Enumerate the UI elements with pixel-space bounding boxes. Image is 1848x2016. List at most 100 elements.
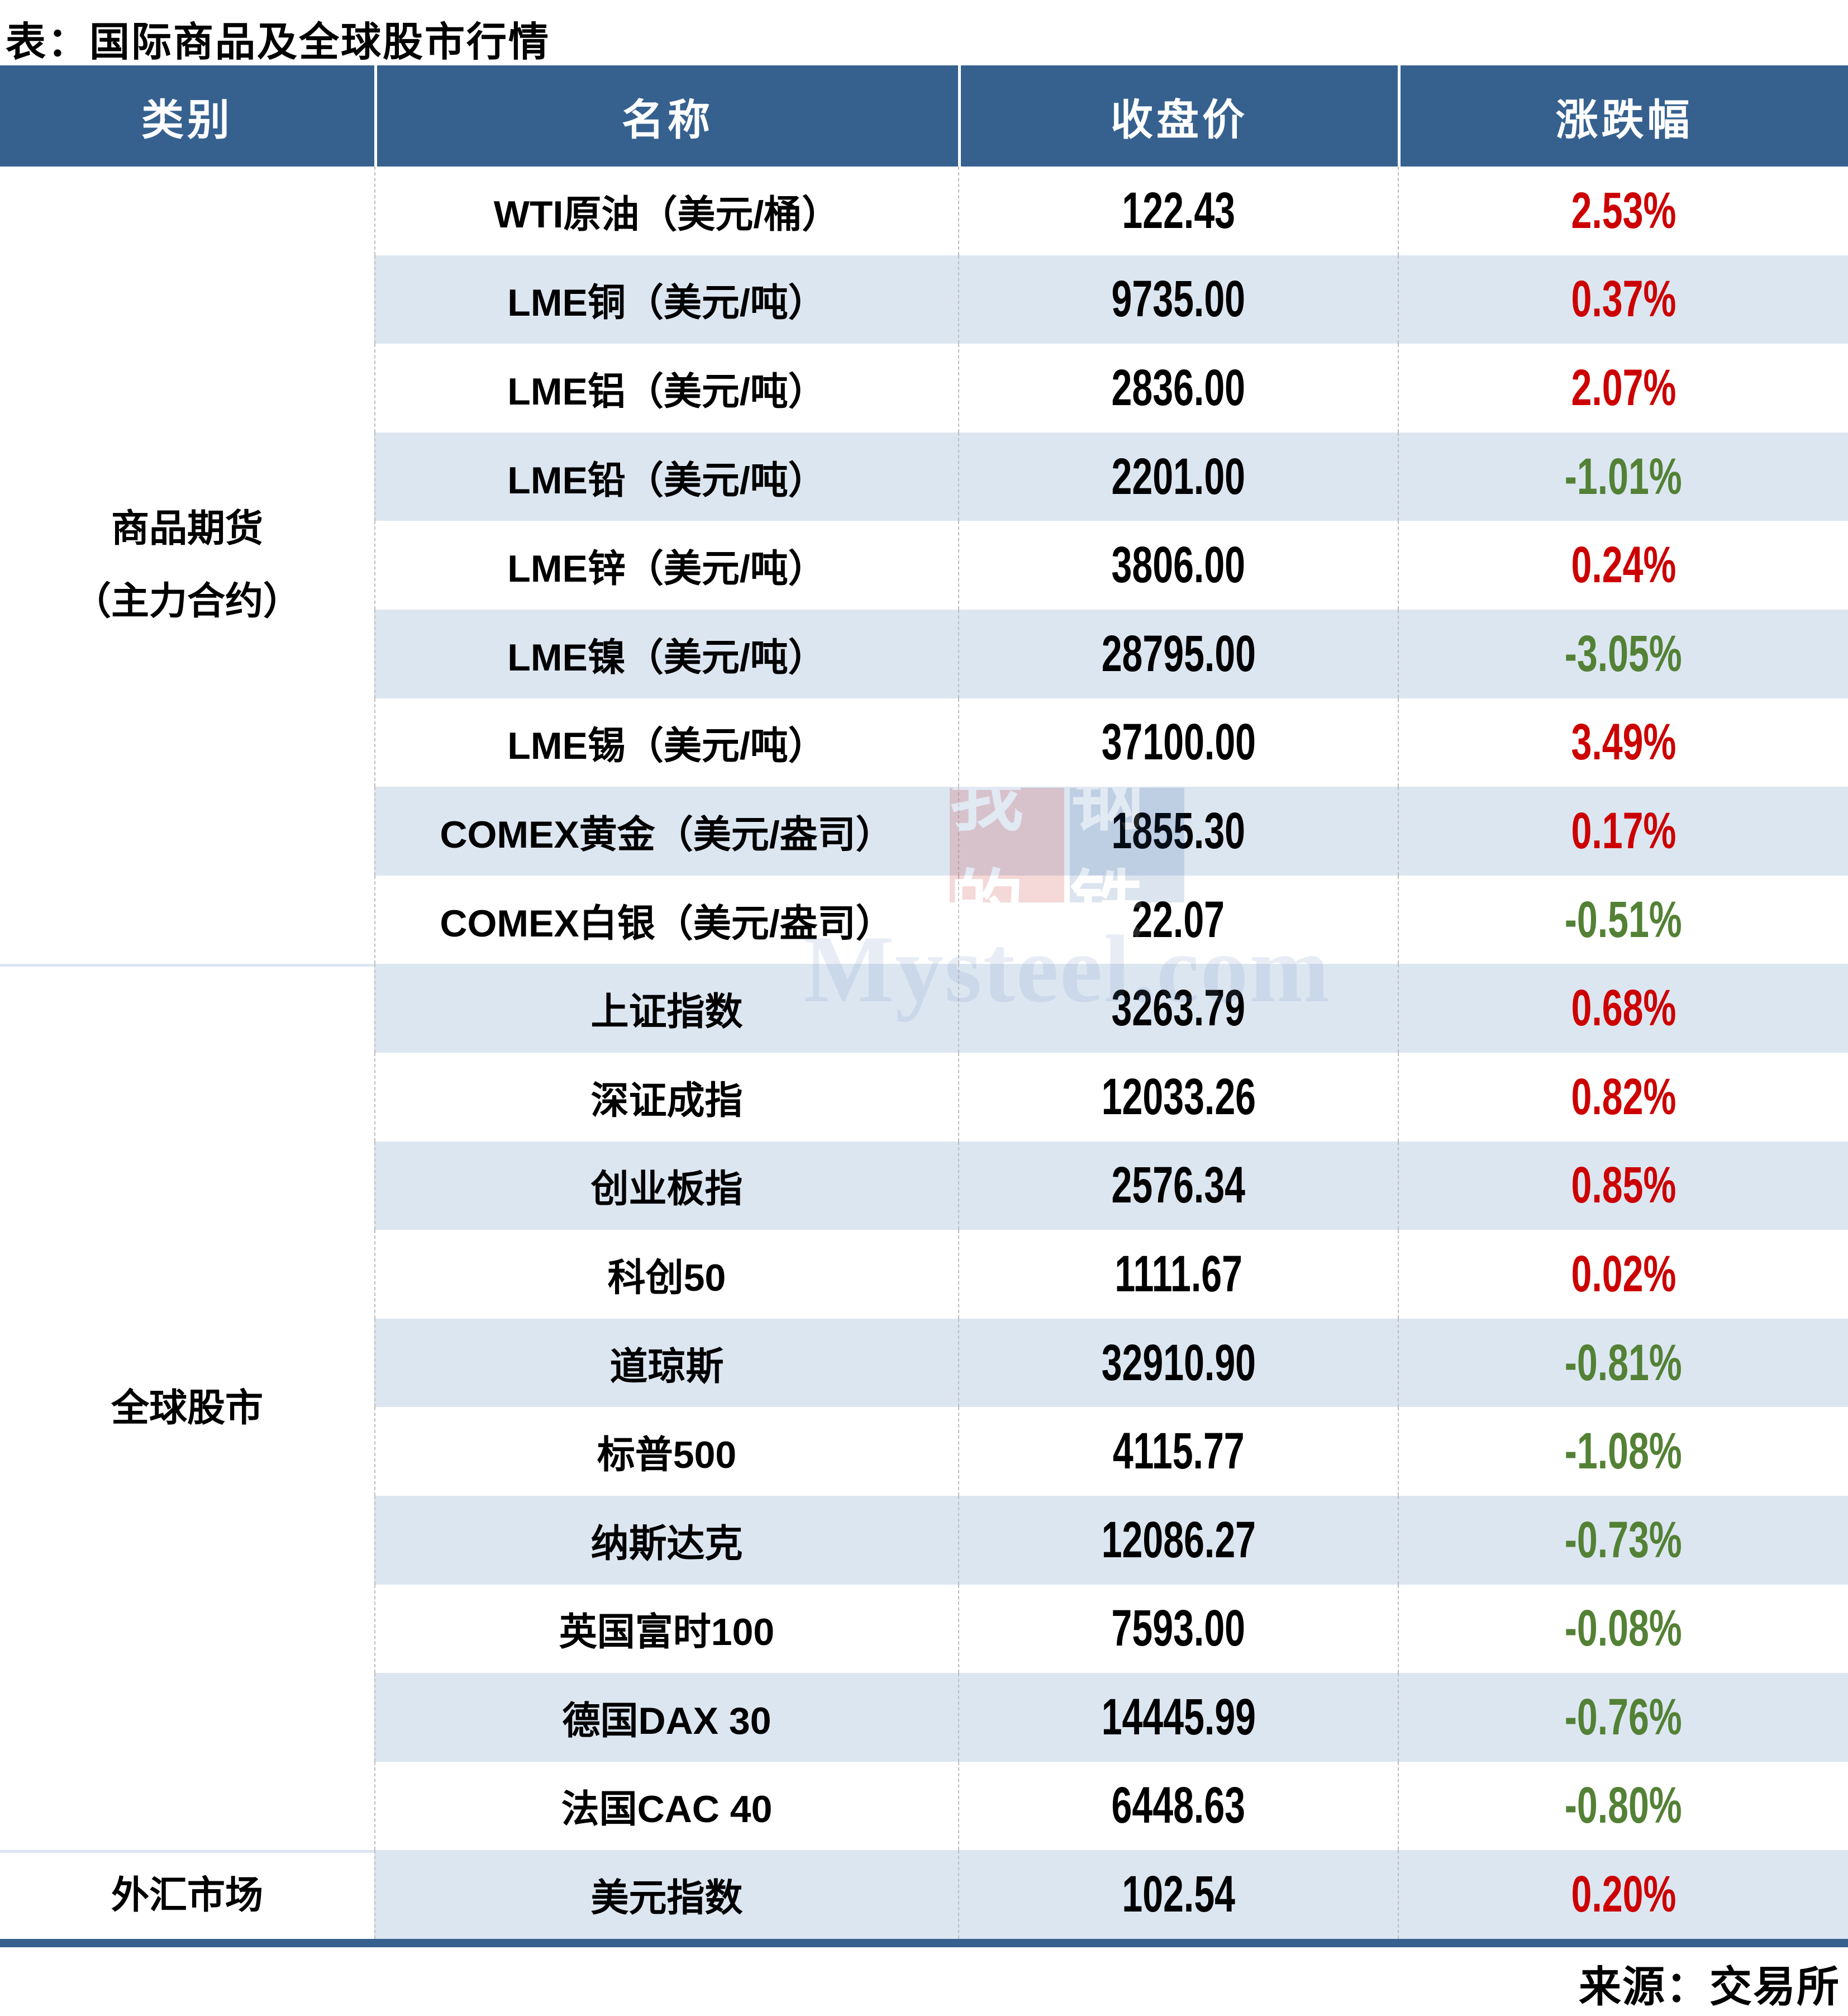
- row-name-text: LME铅（美元/吨）: [507, 459, 826, 502]
- row-close-text: 28795.00: [1101, 625, 1256, 682]
- row-close-text: 7593.00: [1111, 1600, 1246, 1657]
- row-name: 标普500: [374, 1407, 958, 1496]
- row-change-text: 2.53%: [1571, 182, 1676, 239]
- row-close-text: 37100.00: [1101, 714, 1256, 771]
- row-name: LME锡（美元/吨）: [374, 698, 958, 787]
- row-close-text: 14445.99: [1101, 1688, 1256, 1746]
- row-name: COMEX白银（美元/盎司）: [374, 875, 958, 964]
- row-close-text: 12033.26: [1101, 1068, 1256, 1125]
- header-cell-change: 涨跌幅: [1398, 65, 1848, 167]
- row-close: 3806.00: [958, 521, 1398, 610]
- row-change-text: -0.73%: [1565, 1511, 1682, 1568]
- row-change: 0.20%: [1398, 1850, 1848, 1939]
- row-name-text: 道琼斯: [609, 1345, 724, 1388]
- row-close-text: 6448.63: [1111, 1777, 1246, 1834]
- row-name: LME铝（美元/吨）: [374, 344, 958, 432]
- row-name-text: 法国CAC 40: [561, 1788, 773, 1831]
- category-cell-fx-market: 外汇市场: [0, 1850, 374, 1939]
- row-close-text: 32910.90: [1101, 1334, 1256, 1391]
- row-change-text: -0.51%: [1565, 891, 1682, 948]
- row-name: 英国富时100: [374, 1584, 958, 1673]
- category-cell-commodity-futures: 商品期货 （主力合约）: [0, 167, 374, 964]
- row-close-text: 2201.00: [1111, 448, 1246, 505]
- row-close-text: 12086.27: [1101, 1511, 1256, 1568]
- category-line: 全球股市: [111, 1387, 263, 1430]
- row-change-text: 3.49%: [1571, 714, 1676, 771]
- row-name: WTI原油（美元/桶）: [374, 167, 958, 255]
- bottom-divider-bar: [0, 1939, 1848, 1947]
- row-close: 2576.34: [958, 1141, 1398, 1230]
- row-name-text: WTI原油（美元/桶）: [493, 193, 840, 236]
- row-close: 1855.30: [958, 787, 1398, 876]
- row-name: LME铅（美元/吨）: [374, 432, 958, 521]
- row-change-text: 0.68%: [1571, 980, 1676, 1037]
- row-change-text: -1.08%: [1565, 1423, 1682, 1480]
- row-name: LME镍（美元/吨）: [374, 609, 958, 698]
- row-change: 0.24%: [1398, 521, 1848, 610]
- row-name-text: 创业板指: [590, 1168, 743, 1211]
- row-close-text: 1855.30: [1111, 802, 1246, 859]
- row-close: 9735.00: [958, 255, 1398, 344]
- row-name-text: 标普500: [597, 1434, 737, 1477]
- row-close-text: 3263.79: [1111, 980, 1246, 1037]
- row-change-text: 0.20%: [1571, 1866, 1676, 1923]
- row-change: -0.81%: [1398, 1318, 1848, 1408]
- row-change-text: -0.80%: [1565, 1777, 1682, 1834]
- row-change: -0.73%: [1398, 1495, 1848, 1585]
- source-label: 来源：交易所: [1579, 1963, 1840, 2011]
- row-change: 2.53%: [1398, 167, 1848, 255]
- row-close: 2201.00: [958, 432, 1398, 521]
- row-change-text: 2.07%: [1571, 359, 1676, 416]
- row-close: 37100.00: [958, 698, 1398, 787]
- row-name-text: 美元指数: [590, 1877, 743, 1920]
- row-name-text: 德国DAX 30: [562, 1699, 771, 1742]
- row-close: 2836.00: [958, 344, 1398, 432]
- row-change-text: -0.08%: [1565, 1600, 1682, 1657]
- row-name-text: 英国富时100: [559, 1611, 775, 1654]
- row-name-text: LME铝（美元/吨）: [507, 370, 826, 413]
- row-name: COMEX黄金（美元/盎司）: [374, 787, 958, 876]
- row-change-text: -3.05%: [1565, 625, 1682, 682]
- row-change-text: 0.02%: [1571, 1245, 1676, 1302]
- row-close: 1111.67: [958, 1230, 1398, 1319]
- row-close-text: 4115.77: [1112, 1423, 1245, 1480]
- row-name-text: 上证指数: [590, 991, 743, 1034]
- row-name-text: 纳斯达克: [590, 1522, 743, 1565]
- header-cell-name: 名称: [374, 65, 958, 167]
- row-change: 0.17%: [1398, 787, 1848, 876]
- row-close: 22.07: [958, 875, 1398, 964]
- row-close-text: 3806.00: [1111, 536, 1246, 594]
- row-close: 12033.26: [958, 1052, 1398, 1142]
- row-change: 3.49%: [1398, 698, 1848, 787]
- row-change: 0.82%: [1398, 1052, 1848, 1142]
- header-cell-close: 收盘价: [958, 65, 1398, 167]
- row-name-text: COMEX黄金（美元/盎司）: [440, 813, 894, 856]
- row-name: 深证成指: [374, 1052, 958, 1142]
- row-close-text: 1111.67: [1114, 1245, 1242, 1302]
- row-close: 12086.27: [958, 1495, 1398, 1585]
- category-line: 外汇市场: [111, 1874, 263, 1917]
- row-name: 德国DAX 30: [374, 1673, 958, 1762]
- row-name: 道琼斯: [374, 1318, 958, 1408]
- row-change-text: -1.01%: [1565, 448, 1682, 505]
- row-name-text: 科创50: [607, 1256, 726, 1299]
- category-line: 商品期货: [111, 507, 263, 550]
- row-change: 0.02%: [1398, 1230, 1848, 1319]
- row-change-text: 0.37%: [1571, 270, 1676, 328]
- row-change-text: -0.81%: [1565, 1334, 1682, 1391]
- row-close: 102.54: [958, 1850, 1398, 1939]
- row-change: -0.80%: [1398, 1761, 1848, 1851]
- row-close: 32910.90: [958, 1318, 1398, 1408]
- row-change: -1.01%: [1398, 432, 1848, 521]
- row-close: 7593.00: [958, 1584, 1398, 1673]
- row-change: -0.08%: [1398, 1584, 1848, 1673]
- row-change-text: 0.82%: [1571, 1068, 1676, 1125]
- row-close-text: 9735.00: [1111, 270, 1246, 328]
- category-cell-global-stocks: 全球股市: [0, 964, 374, 1851]
- row-change-text: -0.76%: [1565, 1688, 1682, 1746]
- row-close-text: 102.54: [1122, 1866, 1235, 1923]
- row-name: 纳斯达克: [374, 1495, 958, 1585]
- row-name-text: COMEX白银（美元/盎司）: [440, 902, 894, 945]
- row-close: 122.43: [958, 167, 1398, 255]
- row-close: 14445.99: [958, 1673, 1398, 1762]
